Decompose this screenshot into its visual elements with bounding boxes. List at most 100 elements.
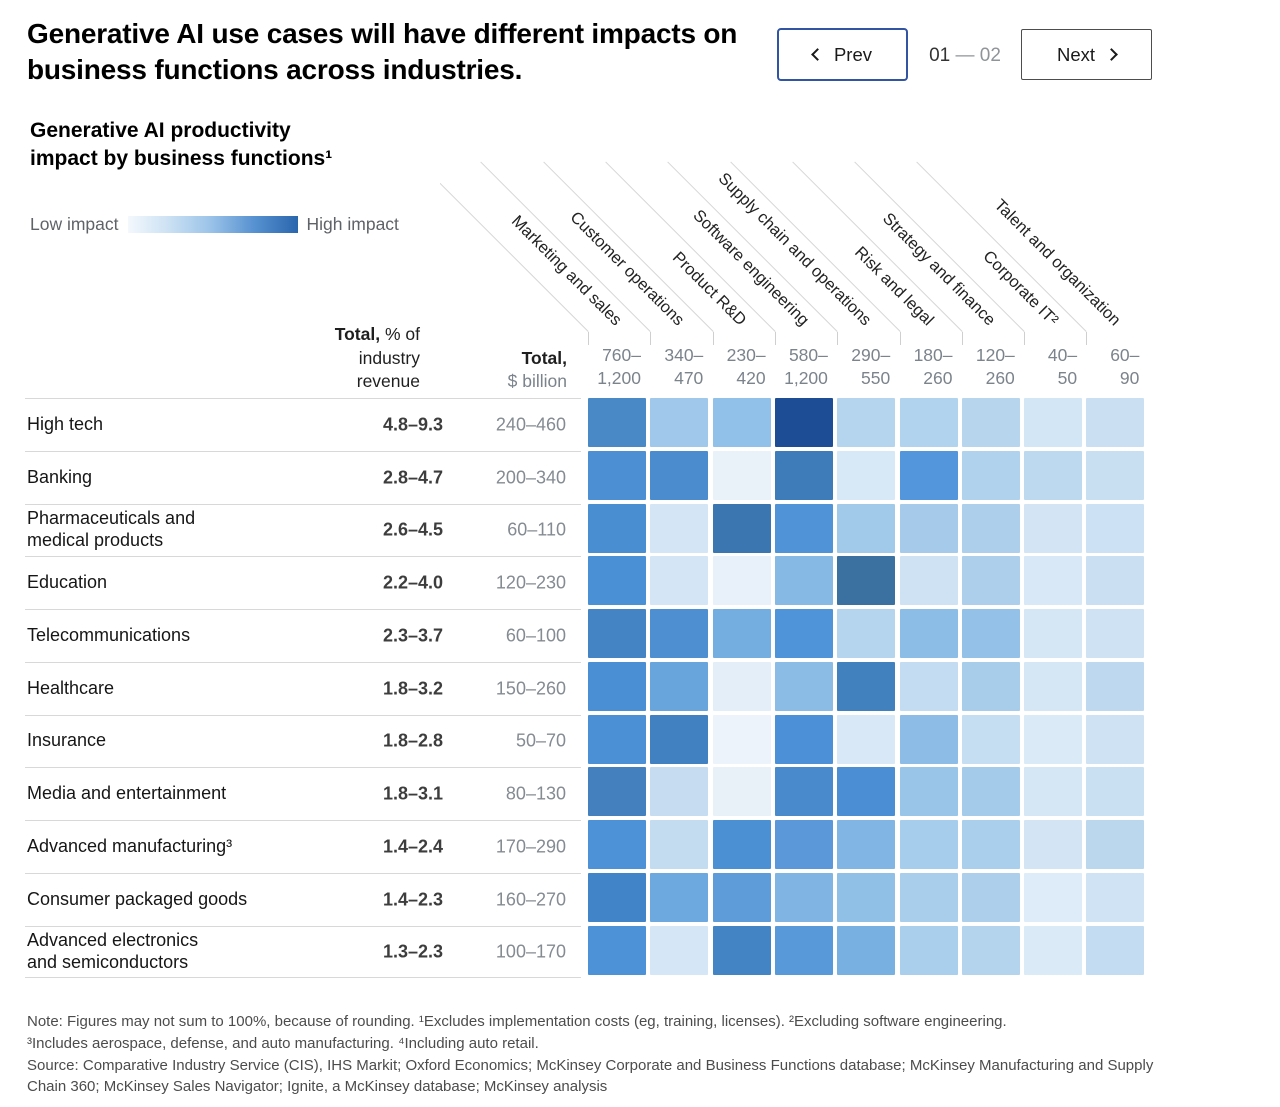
column-header-label: Marketing and sales (508, 212, 626, 330)
heatmap-cell (1024, 450, 1083, 500)
industry-total-pct: 2.6–4.5 (382, 519, 443, 540)
heatmap-cell (1024, 714, 1083, 764)
heatmap-cell (1086, 609, 1145, 658)
industry-row: Healthcare 1.8–3.2 150–260 (25, 661, 581, 715)
heatmap-cell (774, 872, 833, 922)
heatmap-cell (774, 556, 833, 606)
heatmap-cell (837, 503, 896, 553)
heatmap-cell (588, 661, 646, 711)
industry-total-usd: 100–170 (495, 941, 566, 962)
column-headers: Marketing and sales Customer operations Pr… (440, 131, 1154, 345)
legend-high-label: High impact (306, 214, 399, 234)
industry-total-pct: 1.8–3.2 (382, 678, 443, 699)
chevron-left-icon (811, 48, 824, 61)
heatmap-cell (588, 767, 646, 817)
heatmap-cell (837, 556, 896, 606)
column-total-usd: 180– 260 (913, 345, 953, 388)
heatmap-cell (961, 450, 1020, 500)
industry-row: Advanced manufacturing³ 1.4–2.4 170–290 (25, 820, 581, 873)
industry-label: Healthcare (27, 677, 115, 698)
column-separator-line (729, 161, 901, 332)
heatmap-cell (961, 398, 1020, 447)
column-separator-tick (774, 332, 776, 345)
column-total-usd: 340– 470 (664, 345, 704, 388)
heatmap-cell (712, 503, 771, 553)
heatmap-cell (899, 872, 958, 922)
page-total: 02 (979, 45, 1001, 66)
footnote-line: Note: Figures may not sum to 100%, becau… (27, 1013, 1007, 1030)
heatmap-cell (899, 556, 958, 606)
heatmap-cell (837, 714, 896, 764)
column-total-usd: 290– 550 (851, 345, 891, 388)
heatmap-cell (712, 450, 771, 500)
industry-label: Advanced electronics and semiconductors (27, 929, 199, 972)
heatmap-cell (899, 767, 958, 817)
heatmap-cell (837, 398, 896, 447)
heatmap-cell (1024, 609, 1083, 658)
heatmap-cell (837, 609, 896, 658)
industry-row: Consumer packaged goods 1.4–2.3 160–270 (25, 872, 581, 926)
heatmap-cell (588, 398, 646, 447)
heatmap-cell (1024, 872, 1083, 922)
industry-label: Education (27, 572, 108, 593)
total-pct-header-bold: Total, (334, 324, 381, 344)
column-header-label: Talent and organization (990, 195, 1124, 330)
heatmap-cell (961, 661, 1020, 711)
heatmap-cell (774, 503, 833, 553)
heatmap-cell (899, 609, 958, 658)
heatmap-cell (961, 925, 1020, 975)
heatmap-cell (588, 556, 646, 606)
heatmap-cell (588, 872, 646, 922)
heatmap-cell (899, 714, 958, 764)
industry-total-usd: 50–70 (515, 730, 566, 751)
heatmap-cell (774, 661, 833, 711)
heatmap-cell (961, 556, 1020, 606)
heatmap-cell (1024, 556, 1083, 606)
heatmap-cell (650, 767, 709, 817)
heatmap-cell (712, 398, 771, 447)
industry-label: Media and entertainment (27, 783, 227, 804)
heatmap-cell (961, 872, 1020, 922)
industry-total-usd: 200–340 (495, 467, 566, 488)
impact-gradient-bar (127, 216, 298, 233)
heatmap-cell (650, 398, 709, 447)
heatmap-cell (588, 609, 646, 658)
heatmap-cell (588, 450, 646, 500)
industry-row: Telecommunications 2.3–3.7 60–100 (25, 609, 581, 662)
column-separator-tick (961, 332, 963, 345)
industry-total-pct: 2.3–3.7 (382, 625, 443, 646)
heatmap-cell (961, 820, 1020, 869)
page-current: 01 (929, 45, 951, 66)
industry-row: Insurance 1.8–2.8 50–70 (25, 714, 581, 768)
column-total-usd: 760– 1,200 (597, 345, 641, 388)
column-total-usd: 60– 90 (1110, 345, 1140, 388)
industry-total-usd: 80–130 (505, 783, 566, 804)
column-total-usd: 580– 1,200 (784, 345, 828, 388)
industry-total-usd: 120–230 (495, 572, 566, 593)
heatmap-cell (837, 661, 896, 711)
heatmap-grid (588, 398, 1154, 978)
page-title: Generative AI use cases will have differ… (27, 18, 738, 85)
heatmap-cell (961, 609, 1020, 658)
heatmap-cell (1086, 820, 1145, 869)
heatmap-cell (1086, 925, 1145, 975)
heatmap-cell (774, 767, 833, 817)
industry-label: Pharmaceuticals and medical products (27, 508, 196, 551)
heatmap-cell (650, 556, 709, 606)
industry-total-pct: 1.3–2.3 (382, 941, 443, 962)
column-separator-tick (837, 332, 839, 345)
next-button[interactable]: Next (1021, 29, 1152, 80)
industry-row: High tech 4.8–9.3 240–460 (25, 398, 581, 451)
footnote-line: ³Includes aerospace, defense, and auto m… (27, 1034, 539, 1052)
heatmap-cell (774, 398, 833, 447)
industry-total-pct: 2.2–4.0 (382, 572, 443, 593)
footnotes: Note: Figures may not sum to 100%, becau… (27, 1011, 1157, 1098)
prev-button[interactable]: Prev (777, 28, 908, 81)
heatmap-cell (1024, 925, 1083, 975)
column-separator-line (792, 161, 963, 332)
heatmap-cell (774, 925, 833, 975)
heatmap-cell (1086, 503, 1145, 553)
heatmap-cell (1086, 556, 1145, 606)
heatmap-cell (1024, 767, 1083, 817)
industry-label: High tech (27, 413, 104, 434)
